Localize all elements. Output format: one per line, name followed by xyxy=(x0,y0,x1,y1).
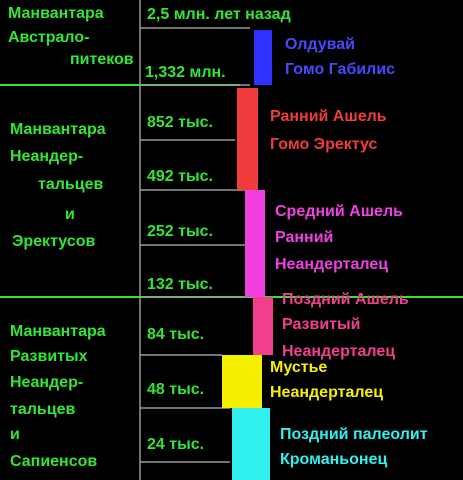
section-label: Неандер- xyxy=(10,374,83,391)
time-label: 132 тыс. xyxy=(147,276,213,293)
period-label: Гомо Эректус xyxy=(270,136,377,153)
section-label: Развитых xyxy=(10,348,88,365)
time-label: 492 тыс. xyxy=(147,168,213,185)
time-label: 2,5 млн. лет назад xyxy=(147,6,291,23)
time-label: 48 тыс. xyxy=(147,381,204,398)
period-bar xyxy=(253,297,273,355)
period-bar xyxy=(245,190,265,297)
period-label: Гомо Габилис xyxy=(285,61,395,78)
period-label: Мустье xyxy=(270,359,327,376)
section-label: Манвантара xyxy=(8,5,104,22)
section-label: Манвантара xyxy=(10,323,106,340)
section-label: тальцев xyxy=(38,176,103,193)
period-bar xyxy=(254,30,272,85)
period-label: Кроманьонец xyxy=(280,451,387,468)
period-label: Поздний палеолит xyxy=(280,426,428,443)
section-label: Эректусов xyxy=(12,233,95,250)
section-label: Сапиенсов xyxy=(10,453,97,470)
time-label: 852 тыс. xyxy=(147,114,213,131)
section-label: Австрало- xyxy=(8,29,89,46)
tick-marks xyxy=(140,27,252,463)
period-bar xyxy=(232,408,270,480)
time-label: 1,332 млн. xyxy=(145,64,226,81)
period-label: Развитый xyxy=(282,316,361,333)
period-bar xyxy=(237,88,258,190)
time-label: 84 тыс. xyxy=(147,326,204,343)
period-label: Неандерталец xyxy=(275,256,388,273)
period-label: Олдувай xyxy=(285,36,355,53)
section-label: и xyxy=(65,206,75,223)
section-label: Манвантара xyxy=(10,121,106,138)
section-label: питеков xyxy=(70,51,134,68)
period-label: Ранний xyxy=(275,229,333,246)
period-label: Поздний Ашель xyxy=(282,291,409,308)
period-label: Неандерталец xyxy=(270,384,383,401)
time-label: 24 тыс. xyxy=(147,436,204,453)
time-label: 252 тыс. xyxy=(147,223,213,240)
period-label: Ранний Ашель xyxy=(270,108,387,125)
period-bar xyxy=(222,355,262,408)
period-label: Неандерталец xyxy=(282,343,395,360)
period-label: Средний Ашель xyxy=(275,203,403,220)
section-label: и xyxy=(10,426,20,443)
section-label: тальцев xyxy=(10,401,75,418)
section-label: Неандер- xyxy=(10,148,83,165)
labels: Манвантара Австрало-питеков Манвантара Неан… xyxy=(8,5,428,470)
